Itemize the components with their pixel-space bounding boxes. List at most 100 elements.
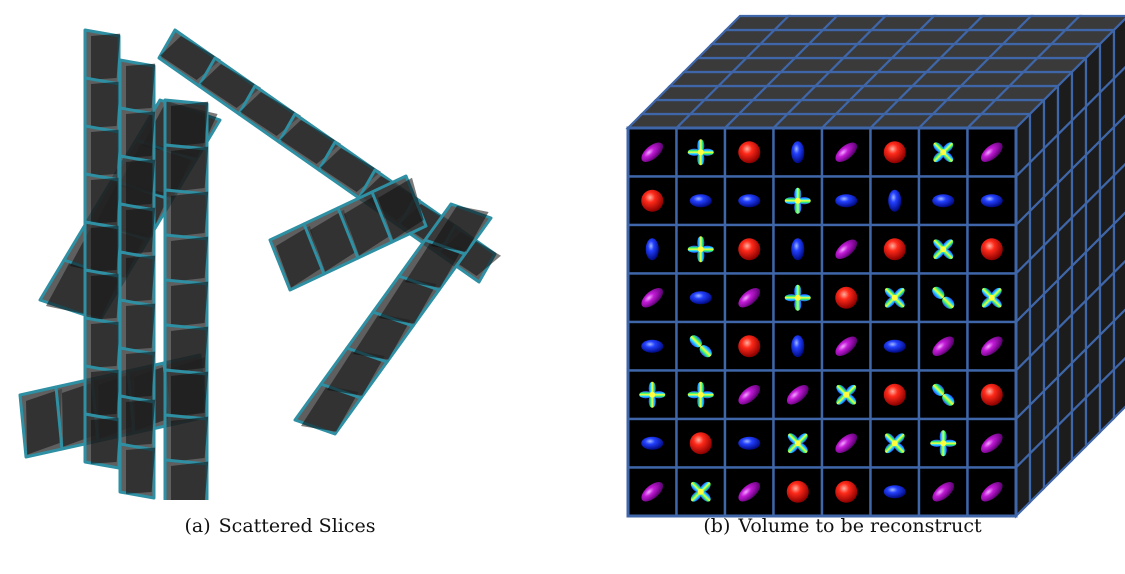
glyph-plus [687,236,714,263]
glyph-dumbbell [932,383,955,406]
volume-cell [675,320,727,372]
volume-cell [966,272,1018,324]
slice-cell-shade [431,205,489,252]
glyph-blue-ellipse-v [791,335,805,358]
slice-cell-shade [353,313,411,360]
volume-cell [820,369,872,421]
glyph-blue-ellipse-h [641,339,664,353]
volume-cell [966,369,1018,421]
slice-cell-shade [240,92,301,136]
volume-cell [675,175,727,227]
volume-cell [869,466,921,518]
volume-cell [917,175,969,227]
slice-cell-shade [126,399,156,446]
slice-cell-shade [405,241,463,288]
glyph-plus [784,284,811,311]
volume-cell [917,272,969,324]
glyph-red-sphere [738,335,761,358]
glyph-purple-ellipse [835,336,858,356]
slice-cell-shade [378,177,424,240]
cube-side-cell [1112,211,1125,276]
slice-cell-shade [91,225,121,272]
slice-slab [293,202,493,436]
glyph-red-sphere [738,141,761,164]
volume-cell [772,369,824,421]
volume-cell [820,466,872,518]
glyph-x [933,239,954,260]
slice-cell-shade [171,236,209,282]
slice-cell-shade [126,351,156,398]
glyph-red-sphere [980,383,1003,406]
glyph-blue-ellipse-h [932,194,955,208]
slice-cell-shade [171,146,209,192]
volume-cell [723,320,775,372]
glyph-blue-ellipse-v [888,189,902,212]
slice-cell-shade [126,447,156,494]
slice-cell-shade [91,417,121,464]
glyph-purple-ellipse [641,482,664,502]
glyph-red-sphere [738,238,761,261]
glyph-purple-ellipse [835,142,858,162]
glyph-red-sphere [883,141,906,164]
volume-cell [966,466,1018,518]
glyph-x [787,433,808,454]
glyph-x [690,481,711,502]
volume-cell [723,223,775,275]
volume-cell [869,369,921,421]
slice-cell-shade [126,159,156,206]
glyph-plus [639,381,666,408]
slice-cell-shade [379,277,437,324]
slice-cell-shade [126,63,156,110]
glyph-blue-ellipse-h [883,485,906,499]
cube-side-cell [1112,114,1125,179]
volume-cell [869,272,921,324]
glyph-blue-ellipse-h [641,436,664,450]
caption-b: (b) Volume to be reconstruct [560,515,1125,537]
volume-cell [626,223,678,275]
cube-front-border [626,126,1018,518]
glyph-plus [930,430,957,457]
glyph-purple-ellipse [980,433,1003,453]
scattered-slices-illustration [18,28,501,500]
glyph-red-sphere [689,432,712,455]
volume-cell [917,126,969,178]
glyph-red-sphere [980,238,1003,261]
glyph-blue-ellipse-v [791,238,805,261]
slice-cell-shade [320,148,381,192]
slice-cell-shade [91,177,121,224]
glyph-purple-ellipse [835,433,858,453]
volume-cell [772,126,824,178]
volume-cell [772,466,824,518]
cube-side-face [1014,17,1125,519]
slice-cell-shade [91,369,121,416]
volume-cell [626,320,678,372]
glyph-purple-ellipse [641,142,664,162]
slice-cell-shade [126,207,156,254]
cube-side-cell [1112,356,1125,421]
slice-cell-shade [280,120,341,164]
glyph-purple-ellipse [738,288,761,308]
glyph-blue-ellipse-v [645,238,659,261]
volume-cell [966,320,1018,372]
cube-top-face [625,14,1125,130]
glyph-purple-ellipse [738,482,761,502]
cube-side-cell [1112,162,1125,227]
volume-cell [723,417,775,469]
slice-cell-shade [200,64,261,108]
volume-cell [869,175,921,227]
glyph-dumbbell [689,335,712,358]
volume-cell [723,126,775,178]
volume-cell [772,272,824,324]
volume-cell [675,223,727,275]
slice-slab [163,98,209,500]
slice-cell-shade [126,111,156,158]
volume-cell [723,466,775,518]
volume-cell [869,320,921,372]
slice-slab [268,174,428,292]
volume-cell [675,126,727,178]
volume-cell [917,320,969,372]
glyph-plus [784,187,811,214]
glyph-blue-ellipse-h [738,194,761,208]
glyph-x [884,287,905,308]
caption-b-label: (b) [703,515,731,537]
